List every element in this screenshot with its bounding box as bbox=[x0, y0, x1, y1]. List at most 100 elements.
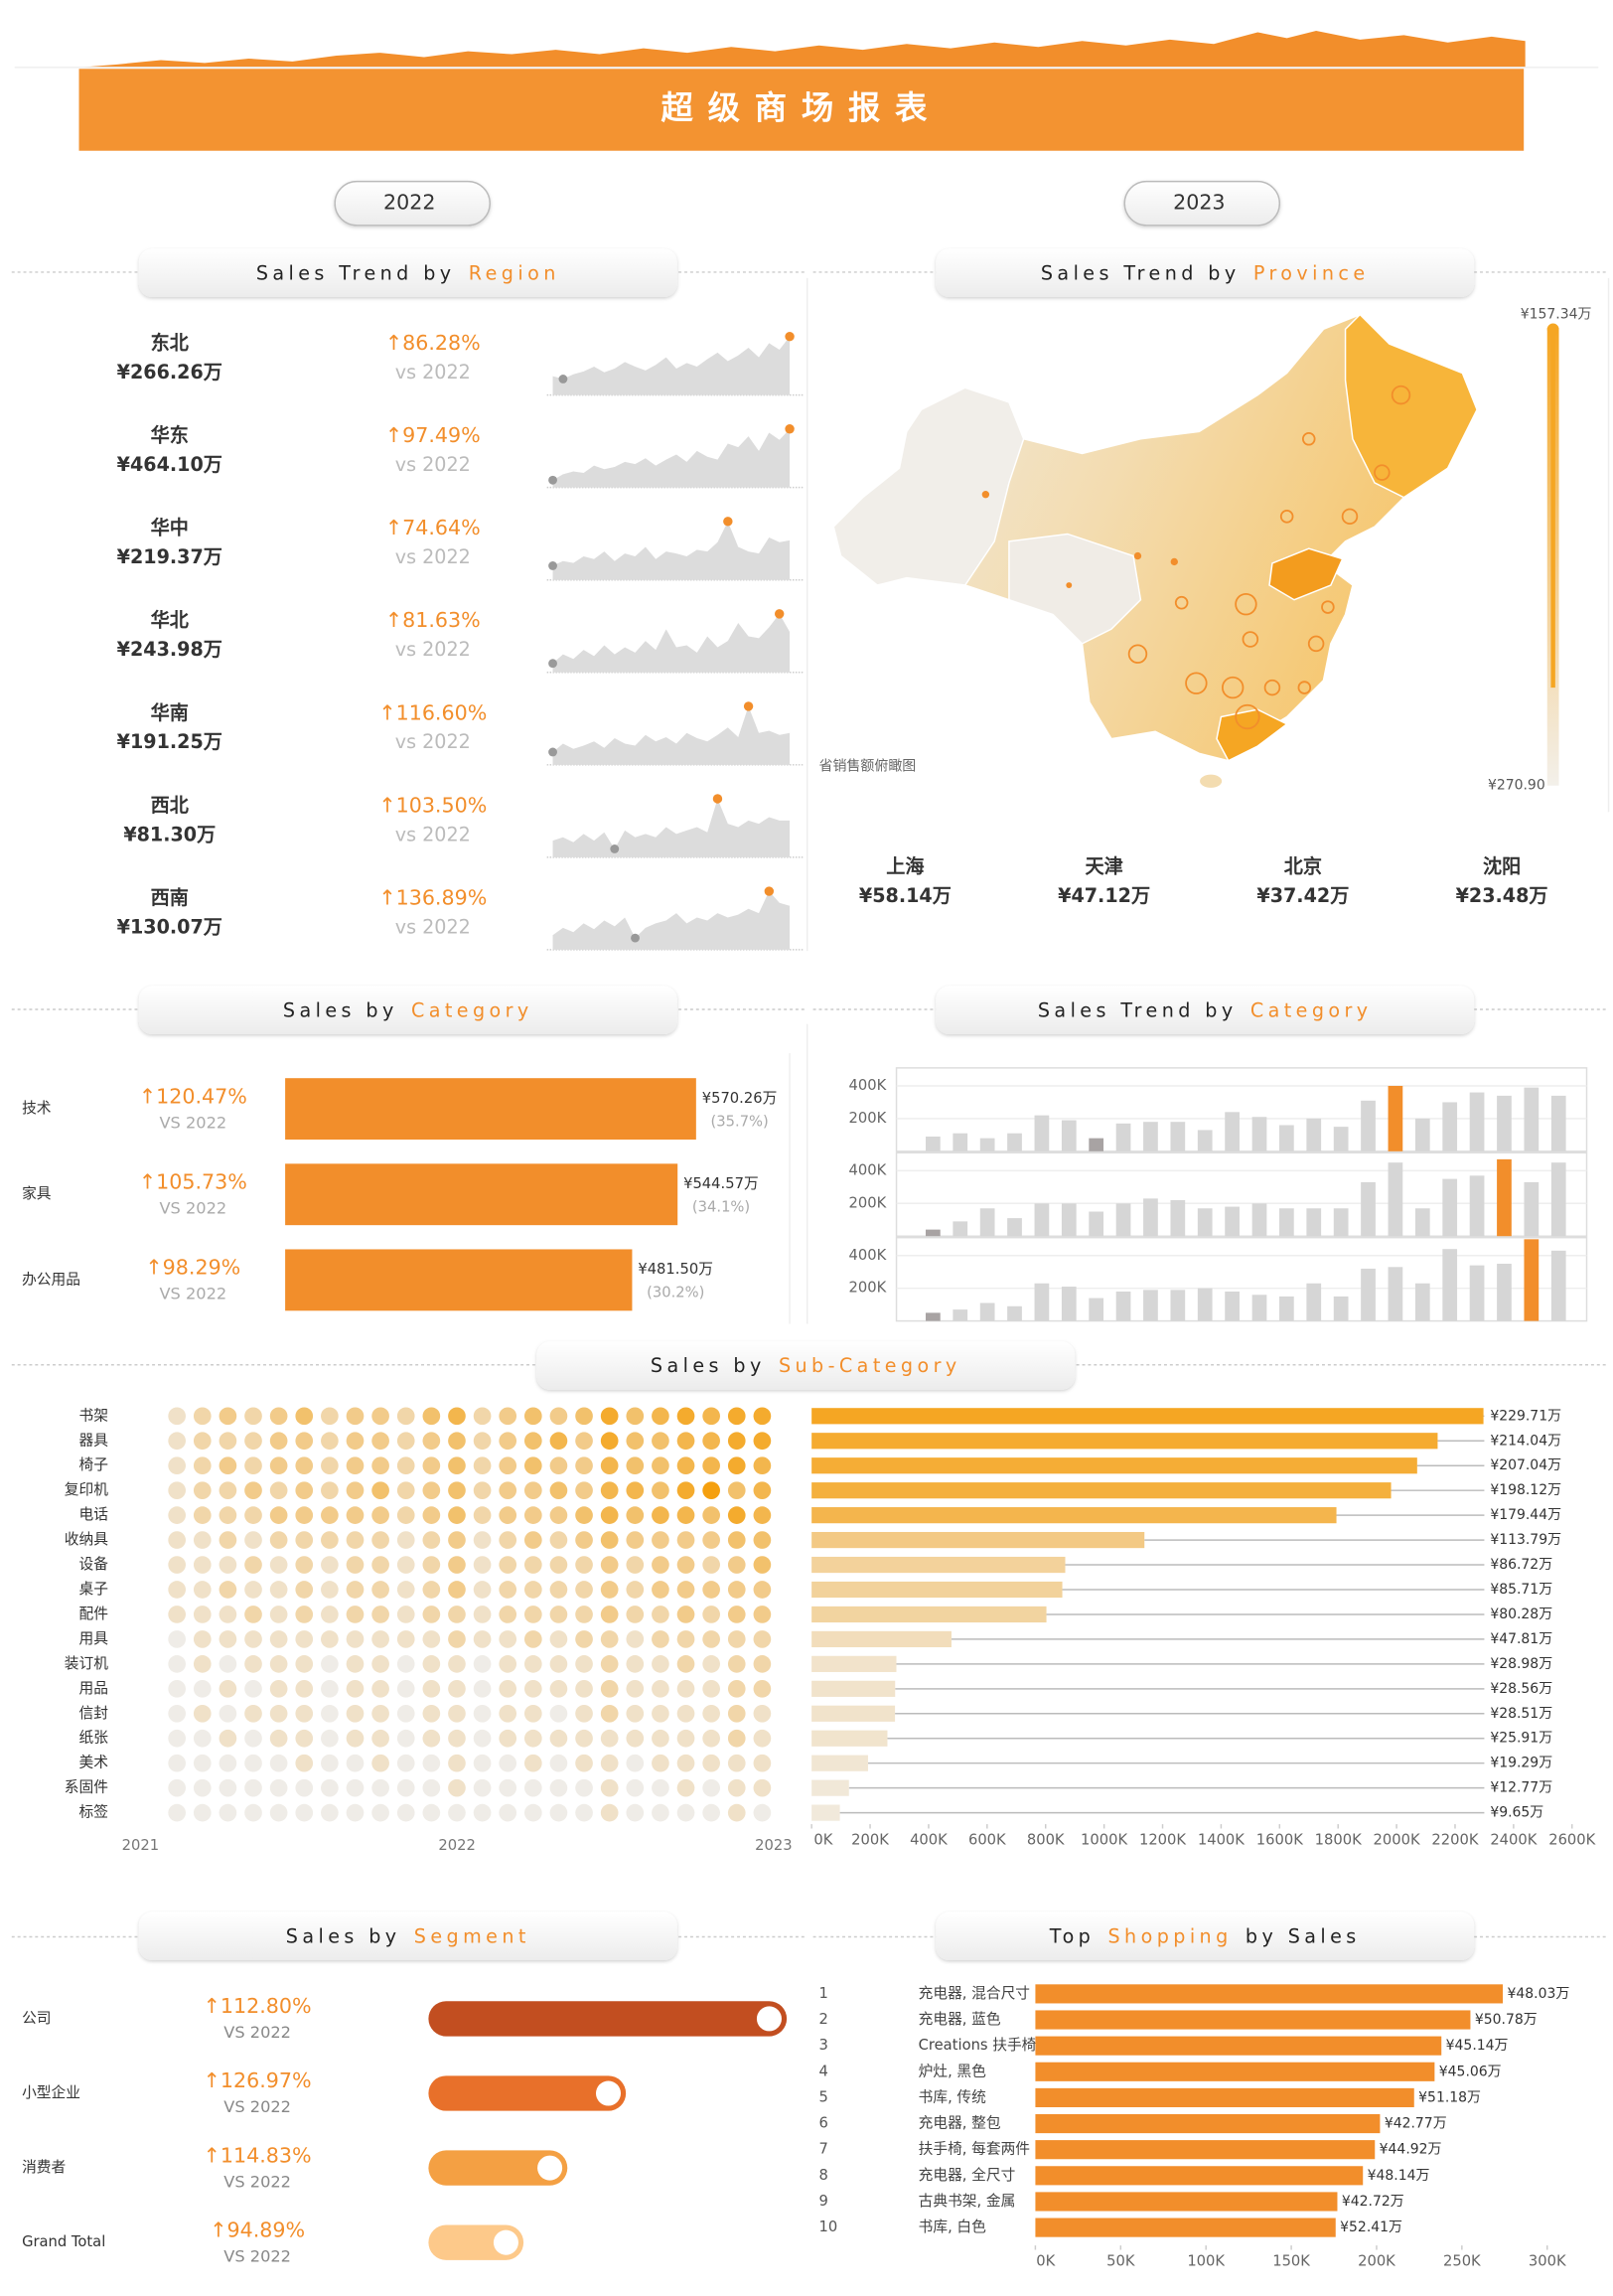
subcat-dot bbox=[219, 1704, 237, 1723]
subcat-dot bbox=[523, 1754, 542, 1772]
sparkline-area bbox=[552, 428, 791, 488]
subcat-dot bbox=[523, 1407, 542, 1426]
subcat-dot bbox=[499, 1531, 517, 1549]
subcat-dot bbox=[321, 1506, 339, 1524]
year-button[interactable] bbox=[334, 180, 491, 227]
subcat-dot bbox=[575, 1754, 593, 1772]
subcat-dot bbox=[727, 1803, 746, 1822]
product-name: 充电器, 整包 bbox=[919, 2115, 1001, 2132]
year-button[interactable] bbox=[1123, 180, 1281, 227]
title-part: Sales Trend by bbox=[256, 261, 456, 284]
subcat-dot bbox=[473, 1778, 492, 1797]
subcat-dot bbox=[499, 1581, 517, 1599]
subcat-value: ¥9.65万 bbox=[1490, 1805, 1543, 1821]
segment-growth: ↑94.89% bbox=[210, 2218, 305, 2241]
trend-bar bbox=[1089, 1298, 1104, 1321]
subcat-value: ¥198.12万 bbox=[1490, 1482, 1561, 1498]
trend-bar bbox=[979, 1302, 995, 1321]
subcat-dot bbox=[371, 1754, 389, 1772]
sparkline-min bbox=[610, 844, 620, 853]
trend-bar bbox=[953, 1309, 968, 1321]
subcat-dot bbox=[702, 1506, 720, 1524]
subcat-dot bbox=[269, 1581, 288, 1599]
subcat-dot bbox=[219, 1679, 237, 1698]
subcat-dot bbox=[269, 1506, 288, 1524]
subcat-dot bbox=[219, 1481, 237, 1500]
subcat-dot bbox=[600, 1407, 619, 1426]
compare-label: VS 2022 bbox=[159, 1285, 226, 1303]
segment-bar bbox=[428, 2150, 568, 2186]
subcat-dot bbox=[499, 1432, 517, 1451]
sparkline-min bbox=[548, 561, 557, 570]
region-sales: ¥191.25万 bbox=[117, 730, 222, 753]
x-tick-label: 100K bbox=[1187, 2252, 1225, 2269]
x-tick-label: 1400K bbox=[1198, 1831, 1245, 1848]
rank: 4 bbox=[819, 2063, 828, 2079]
subcat-dot bbox=[295, 1606, 314, 1623]
subcat-value: ¥179.44万 bbox=[1490, 1507, 1561, 1523]
subcat-dot bbox=[473, 1729, 492, 1748]
subcat-dot bbox=[321, 1606, 339, 1623]
compare-label: VS 2022 bbox=[223, 2246, 291, 2265]
subcat-value: ¥80.28万 bbox=[1490, 1607, 1552, 1622]
subcat-dot bbox=[422, 1679, 441, 1698]
subcat-dot bbox=[676, 1778, 695, 1797]
category-name: 办公用品 bbox=[22, 1271, 80, 1288]
subcat-dot bbox=[549, 1655, 568, 1673]
subcat-dot bbox=[676, 1481, 695, 1500]
subcat-name: 收纳具 bbox=[65, 1531, 108, 1548]
subcat-dot bbox=[652, 1778, 669, 1797]
sparkline-max bbox=[743, 701, 754, 711]
region-name: 华南 bbox=[151, 701, 189, 724]
city-name: 北京 bbox=[1284, 855, 1322, 878]
trend-bar bbox=[1333, 1296, 1349, 1321]
subcat-dot bbox=[321, 1704, 339, 1723]
trend-bar bbox=[1388, 1085, 1403, 1151]
subcat-dot bbox=[652, 1581, 669, 1599]
x-tick-label: 2200K bbox=[1431, 1831, 1478, 1848]
trend-bar bbox=[1524, 1181, 1540, 1237]
subcat-dot bbox=[702, 1655, 720, 1673]
section-title: Sales by Segment bbox=[286, 1924, 530, 1947]
subcat-dot bbox=[600, 1729, 619, 1748]
subcat-dot bbox=[727, 1606, 746, 1623]
subcat-dot bbox=[321, 1456, 339, 1475]
subcat-dot bbox=[269, 1778, 288, 1797]
subcat-dot bbox=[676, 1803, 695, 1822]
category-value: ¥544.57万 bbox=[683, 1175, 759, 1192]
period-label: 2021 bbox=[122, 1837, 159, 1854]
compare-label: vs 2022 bbox=[395, 545, 471, 568]
title-part: Sub-Category bbox=[779, 1354, 961, 1377]
subcat-dot bbox=[727, 1679, 746, 1698]
subcat-dot bbox=[244, 1803, 262, 1822]
subcat-dot bbox=[626, 1531, 645, 1549]
subcat-dot bbox=[727, 1630, 746, 1648]
sparkline-area bbox=[552, 798, 791, 857]
category-growth: ↑105.73% bbox=[139, 1169, 247, 1193]
china-map bbox=[832, 313, 1478, 790]
subcat-dot bbox=[727, 1754, 746, 1772]
region-sales: ¥243.98万 bbox=[117, 638, 222, 661]
category-bar bbox=[285, 1249, 633, 1311]
subcat-dot bbox=[549, 1432, 568, 1451]
trend-bar bbox=[1497, 1158, 1512, 1237]
subcat-dot bbox=[676, 1655, 695, 1673]
subcat-dot bbox=[295, 1704, 314, 1723]
subcat-dot bbox=[676, 1456, 695, 1475]
subcat-dot bbox=[422, 1729, 441, 1748]
subcat-dot bbox=[193, 1606, 212, 1623]
subcat-dot bbox=[168, 1606, 186, 1623]
category-share: (30.2%) bbox=[647, 1285, 704, 1301]
trend-bar bbox=[1442, 1178, 1458, 1237]
trend-bar bbox=[1469, 1265, 1485, 1321]
subcat-dot bbox=[321, 1432, 339, 1451]
subcat-dot bbox=[346, 1704, 365, 1723]
subcat-dot bbox=[652, 1531, 669, 1549]
subcat-dot bbox=[244, 1506, 262, 1524]
product-amount: ¥45.06万 bbox=[1439, 2064, 1502, 2079]
subcat-dot bbox=[499, 1679, 517, 1698]
trend-bar bbox=[1115, 1291, 1131, 1321]
subcat-dot bbox=[626, 1704, 645, 1723]
subcat-dot bbox=[626, 1456, 645, 1475]
